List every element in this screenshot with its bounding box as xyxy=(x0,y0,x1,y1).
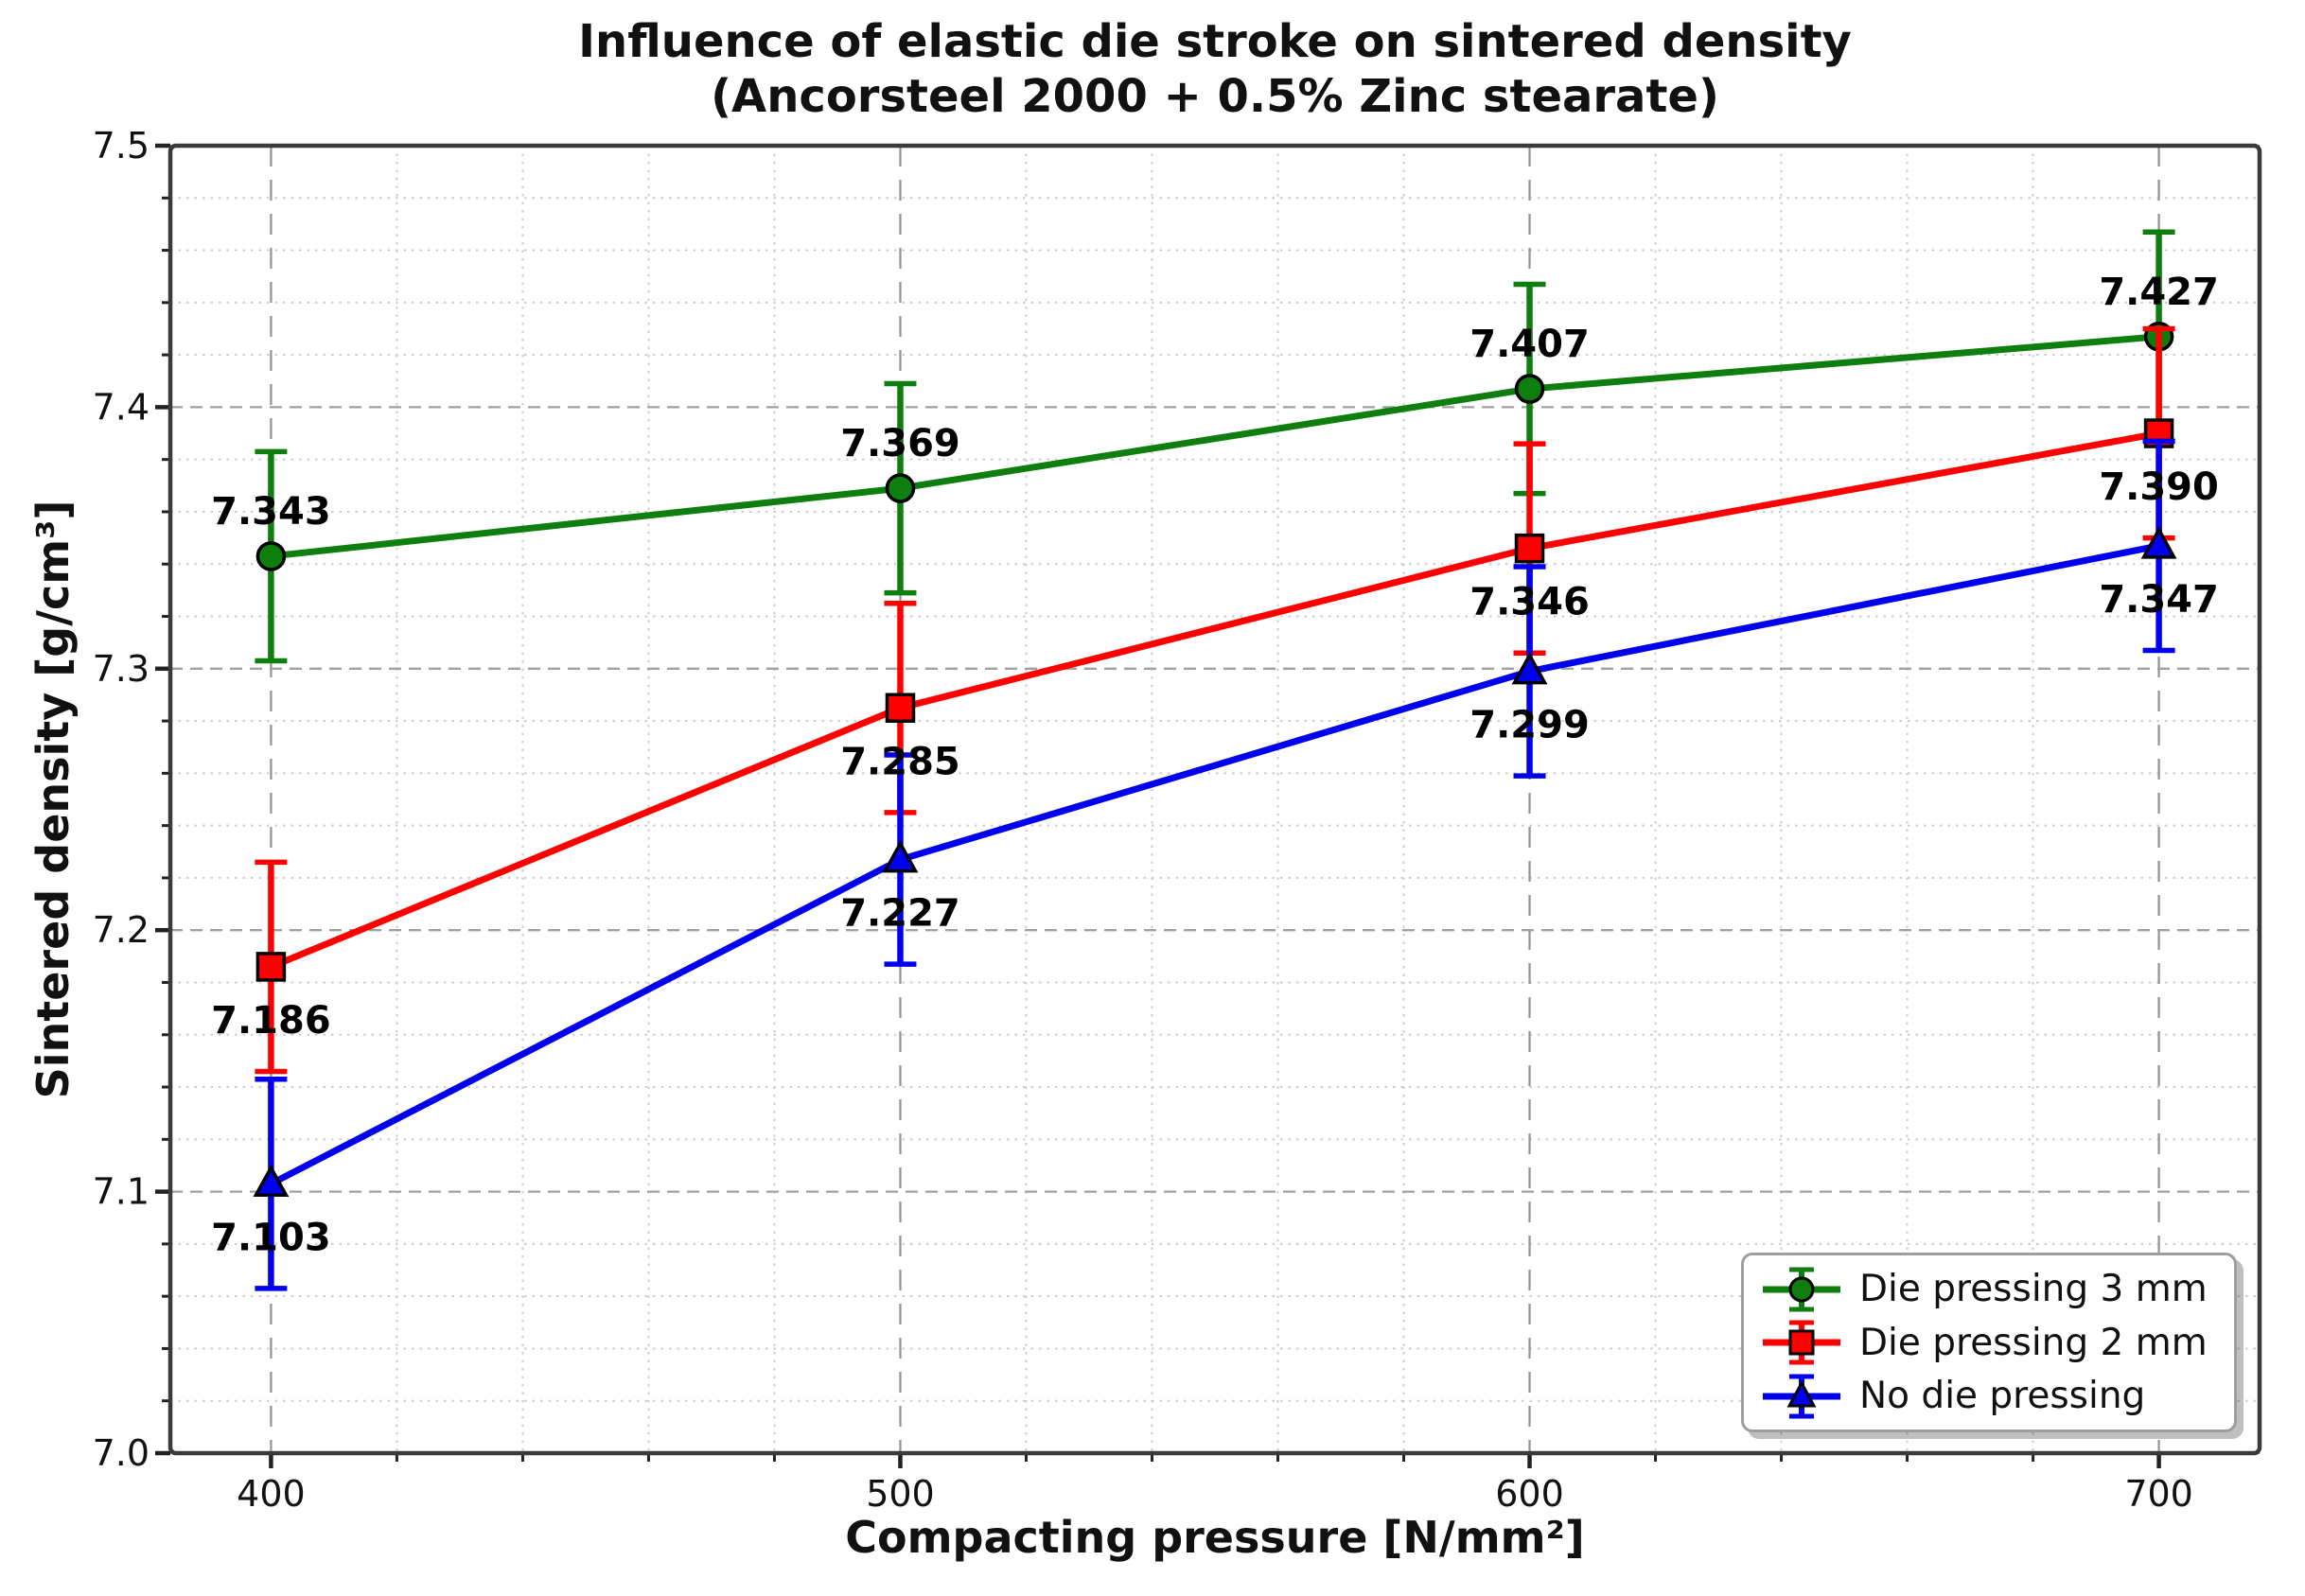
svg-text:7.346: 7.346 xyxy=(1469,581,1590,624)
svg-text:7.1: 7.1 xyxy=(93,1171,150,1213)
svg-text:7.390: 7.390 xyxy=(2099,465,2219,509)
legend-marker-circle-icon xyxy=(1763,1267,1840,1311)
plot-border xyxy=(167,143,2262,1456)
svg-text:400: 400 xyxy=(237,1473,306,1515)
svg-text:7.186: 7.186 xyxy=(211,999,331,1043)
svg-text:7.3: 7.3 xyxy=(93,648,150,690)
value-labels: 7.343 7.369 7.407 7.427 7.186 7.285 7.346 7.390… xyxy=(211,271,2219,1260)
chart-subtitle: (Ancorsteel 2000 + 0.5% Zinc stearate) xyxy=(711,69,1719,123)
series-die-pressing-3-mm xyxy=(255,229,2175,664)
svg-text:7.103: 7.103 xyxy=(211,1216,331,1259)
grid-minor xyxy=(170,146,2260,1453)
legend-label: Die pressing 3 mm xyxy=(1859,1268,2208,1310)
legend-label: No die pressing xyxy=(1859,1375,2146,1417)
legend-item-die-pressing-2mm: Die pressing 2 mm xyxy=(1759,1317,2219,1368)
legend-label: Die pressing 2 mm xyxy=(1859,1321,2208,1364)
svg-text:7.347: 7.347 xyxy=(2099,578,2219,622)
svg-text:500: 500 xyxy=(866,1473,935,1515)
legend-marker-square-icon xyxy=(1763,1320,1840,1365)
svg-text:7.2: 7.2 xyxy=(93,909,150,951)
title-block: Influence of elastic die stroke on sinte… xyxy=(170,15,2260,124)
svg-text:7.369: 7.369 xyxy=(840,422,960,465)
svg-text:7.227: 7.227 xyxy=(840,892,960,936)
svg-text:7.5: 7.5 xyxy=(93,125,150,167)
svg-text:7.285: 7.285 xyxy=(840,740,960,783)
series-no-die-pressing xyxy=(253,438,2177,1291)
legend-item-no-die-pressing: No die pressing xyxy=(1759,1371,2219,1422)
svg-text:7.4: 7.4 xyxy=(93,386,150,428)
legend-marker-triangle-icon xyxy=(1763,1374,1840,1418)
tick-labels: 400 500 600 700 7.0 7.1 7.2 7.3 7.4 7.5 xyxy=(93,125,2193,1515)
svg-text:7.299: 7.299 xyxy=(1469,704,1590,747)
svg-text:7.0: 7.0 xyxy=(93,1432,150,1474)
svg-text:700: 700 xyxy=(2124,1473,2193,1515)
y-axis-label: Sintered density [g/cm³] xyxy=(27,500,79,1099)
svg-text:7.343: 7.343 xyxy=(211,490,331,534)
x-axis-label: Compacting pressure [N/mm²] xyxy=(845,1512,1585,1563)
legend-item-die-pressing-3mm: Die pressing 3 mm xyxy=(1759,1264,2219,1315)
svg-text:7.407: 7.407 xyxy=(1469,323,1590,366)
legend: Die pressing 3 mm Die pressing 2 mm No d… xyxy=(1741,1253,2237,1432)
svg-text:600: 600 xyxy=(1495,1473,1564,1515)
svg-text:7.427: 7.427 xyxy=(2099,271,2219,314)
chart-title: Influence of elastic die stroke on sinte… xyxy=(578,15,1852,68)
